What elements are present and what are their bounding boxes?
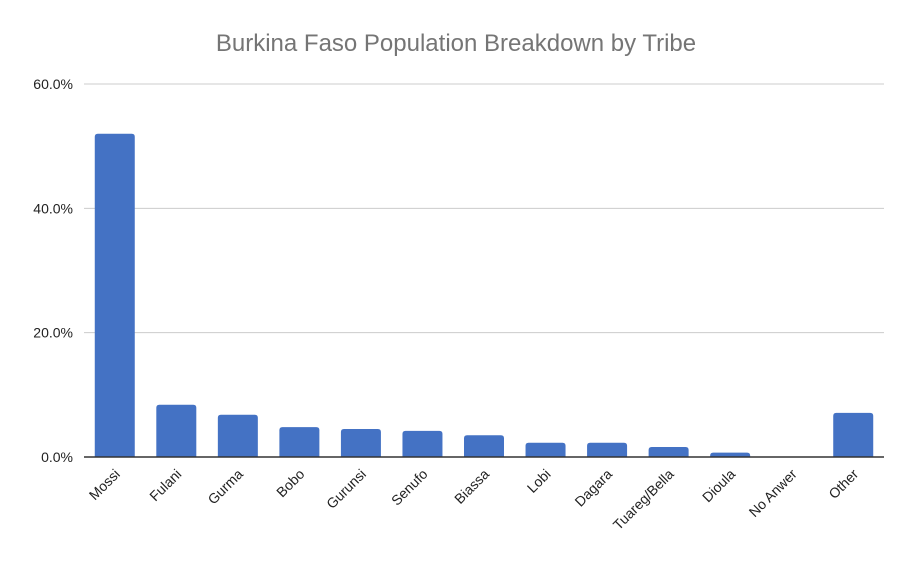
x-tick-label: Mossi (86, 466, 123, 503)
x-tick-label: Dioula (699, 466, 739, 506)
x-tick-label: Bobo (273, 466, 308, 501)
x-tick-label: Other (825, 466, 861, 502)
x-tick-label: No Anwer (746, 466, 800, 520)
bar-biassa (464, 435, 504, 457)
y-tick-label: 20.0% (33, 325, 73, 341)
bar-gurunsi (340, 429, 381, 457)
x-tick-label: Senufo (388, 466, 431, 509)
bar-lobi (525, 442, 566, 457)
gridlines (84, 83, 884, 334)
bar-senufo (402, 430, 443, 457)
x-tick-label: Gurunsi (323, 466, 369, 512)
x-tick-label: Tuareg/Bella (610, 466, 677, 533)
y-tick-label: 0.0% (41, 449, 73, 465)
bars (94, 133, 874, 457)
x-tick-label: Biassa (451, 466, 492, 507)
bar-dagara (587, 442, 628, 457)
x-tick-label: Lobi (524, 466, 554, 496)
bar-mossi (94, 133, 135, 457)
bar-gurma (217, 414, 258, 457)
x-tick-label: Gurma (204, 466, 246, 508)
bar-dioula (710, 452, 751, 457)
y-tick-label: 60.0% (33, 76, 73, 92)
bar-fulani (156, 404, 197, 457)
x-tick-label: Fulani (146, 466, 184, 504)
bar-tuareg-bella (648, 447, 689, 457)
x-axis-ticks: Mossi Fulani Gurma Bobo Gurunsi Senufo Biassa L… (86, 466, 862, 533)
x-tick-label: Dagara (571, 466, 615, 510)
bar-bobo (279, 427, 320, 457)
bar-other (833, 412, 874, 457)
y-axis-ticks: 0.0% 20.0% 40.0% 60.0% (33, 76, 73, 465)
y-tick-label: 40.0% (33, 200, 73, 216)
chart-title: Burkina Faso Population Breakdown by Tri… (216, 30, 696, 57)
